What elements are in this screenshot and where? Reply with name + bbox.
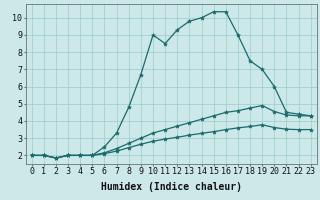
X-axis label: Humidex (Indice chaleur): Humidex (Indice chaleur) bbox=[101, 182, 242, 192]
